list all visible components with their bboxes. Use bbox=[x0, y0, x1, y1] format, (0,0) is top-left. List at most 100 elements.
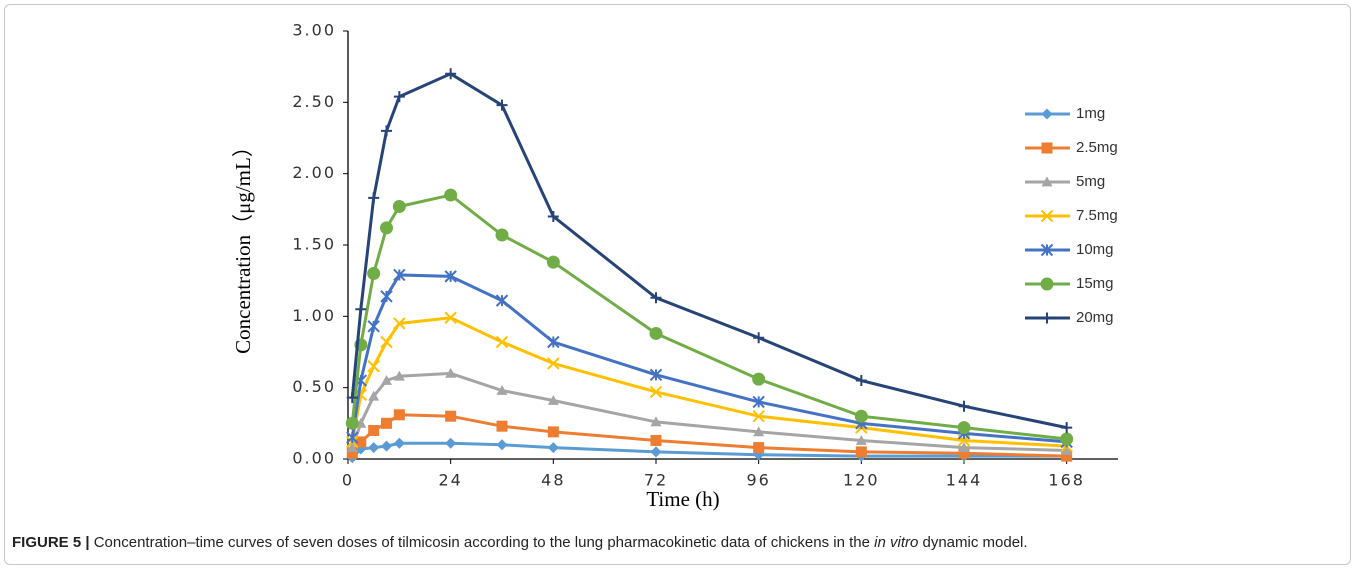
marker bbox=[380, 335, 393, 349]
marker bbox=[355, 303, 367, 315]
marker bbox=[547, 426, 559, 438]
legend-label: 1mg bbox=[1076, 105, 1105, 122]
marker bbox=[496, 385, 508, 395]
marker bbox=[368, 192, 380, 204]
marker bbox=[393, 409, 405, 421]
marker bbox=[855, 446, 867, 458]
marker bbox=[367, 267, 381, 281]
marker bbox=[381, 125, 392, 137]
marker bbox=[381, 440, 392, 452]
caption-italic: in vitro bbox=[874, 534, 919, 551]
marker bbox=[547, 442, 559, 454]
y-tick-label: 1.50 bbox=[292, 235, 336, 254]
marker bbox=[1041, 108, 1053, 120]
marker bbox=[752, 409, 765, 423]
marker bbox=[752, 372, 766, 386]
marker bbox=[1061, 450, 1073, 462]
x-tick-label: 0 bbox=[342, 471, 354, 490]
x-axis-title: Time (h) bbox=[646, 487, 719, 511]
legend-label: 5mg bbox=[1076, 173, 1105, 190]
x-tick-label: 24 bbox=[438, 471, 462, 490]
marker bbox=[381, 417, 392, 429]
marker bbox=[753, 442, 765, 454]
marker bbox=[649, 385, 663, 399]
y-tick-label: 3.00 bbox=[292, 21, 336, 40]
marker bbox=[1040, 243, 1054, 257]
marker bbox=[367, 360, 380, 373]
marker bbox=[547, 210, 559, 222]
marker bbox=[649, 326, 663, 340]
marker bbox=[547, 395, 559, 405]
marker bbox=[546, 255, 560, 269]
y-tick-label: 1.00 bbox=[292, 306, 336, 325]
marker bbox=[855, 434, 867, 445]
marker bbox=[380, 221, 393, 235]
marker bbox=[1061, 422, 1073, 434]
y-tick-label: 0.00 bbox=[292, 449, 336, 468]
marker bbox=[547, 335, 560, 349]
marker bbox=[496, 420, 508, 432]
marker bbox=[346, 447, 358, 459]
marker bbox=[753, 426, 765, 437]
marker bbox=[393, 91, 405, 103]
marker bbox=[958, 447, 970, 459]
marker bbox=[1061, 444, 1073, 455]
marker bbox=[445, 367, 457, 378]
x-tick-label: 144 bbox=[946, 471, 983, 490]
y-tick-label: 2.50 bbox=[292, 92, 336, 111]
marker bbox=[368, 442, 380, 454]
y-tick-label: 2.00 bbox=[292, 163, 336, 182]
marker bbox=[346, 431, 359, 444]
legend-label: 15mg bbox=[1076, 275, 1114, 292]
marker bbox=[495, 335, 509, 349]
figure-frame bbox=[4, 4, 1351, 565]
marker bbox=[1041, 312, 1053, 324]
marker bbox=[445, 68, 457, 80]
legend-label: 10mg bbox=[1076, 241, 1114, 258]
caption: FIGURE 5 | Concentration–time curves of … bbox=[12, 534, 1028, 551]
marker bbox=[650, 416, 662, 427]
legend-label: 2.5mg bbox=[1076, 139, 1118, 156]
marker bbox=[1040, 277, 1054, 291]
series-line bbox=[350, 72, 1067, 430]
marker bbox=[345, 416, 359, 430]
marker bbox=[650, 292, 662, 304]
x-tick-label: 48 bbox=[541, 471, 565, 490]
marker bbox=[957, 421, 971, 435]
marker bbox=[752, 395, 765, 409]
marker bbox=[1060, 432, 1074, 446]
marker bbox=[368, 424, 380, 436]
marker bbox=[854, 409, 868, 423]
marker bbox=[346, 442, 358, 452]
marker bbox=[355, 436, 367, 448]
marker bbox=[346, 392, 358, 404]
marker bbox=[367, 320, 380, 333]
y-tick-label: 0.50 bbox=[292, 377, 336, 396]
marker bbox=[958, 400, 970, 412]
marker bbox=[444, 311, 457, 324]
marker bbox=[649, 368, 663, 382]
marker bbox=[445, 410, 457, 422]
marker bbox=[650, 446, 662, 458]
marker bbox=[855, 375, 867, 387]
x-tick-label: 96 bbox=[746, 471, 770, 490]
marker bbox=[444, 270, 457, 283]
marker bbox=[380, 290, 393, 303]
marker bbox=[1040, 209, 1054, 223]
marker bbox=[753, 332, 765, 344]
x-tick-label: 168 bbox=[1048, 471, 1085, 490]
marker bbox=[495, 228, 509, 242]
marker bbox=[393, 268, 406, 282]
marker bbox=[445, 437, 457, 449]
marker bbox=[392, 199, 406, 213]
marker bbox=[1041, 142, 1053, 154]
marker bbox=[496, 99, 508, 111]
marker bbox=[650, 434, 662, 446]
x-tick-label: 120 bbox=[843, 471, 880, 490]
marker bbox=[547, 357, 560, 370]
caption-text: dynamic model. bbox=[918, 534, 1028, 551]
marker bbox=[393, 370, 405, 381]
marker bbox=[381, 375, 392, 385]
marker bbox=[495, 294, 509, 307]
